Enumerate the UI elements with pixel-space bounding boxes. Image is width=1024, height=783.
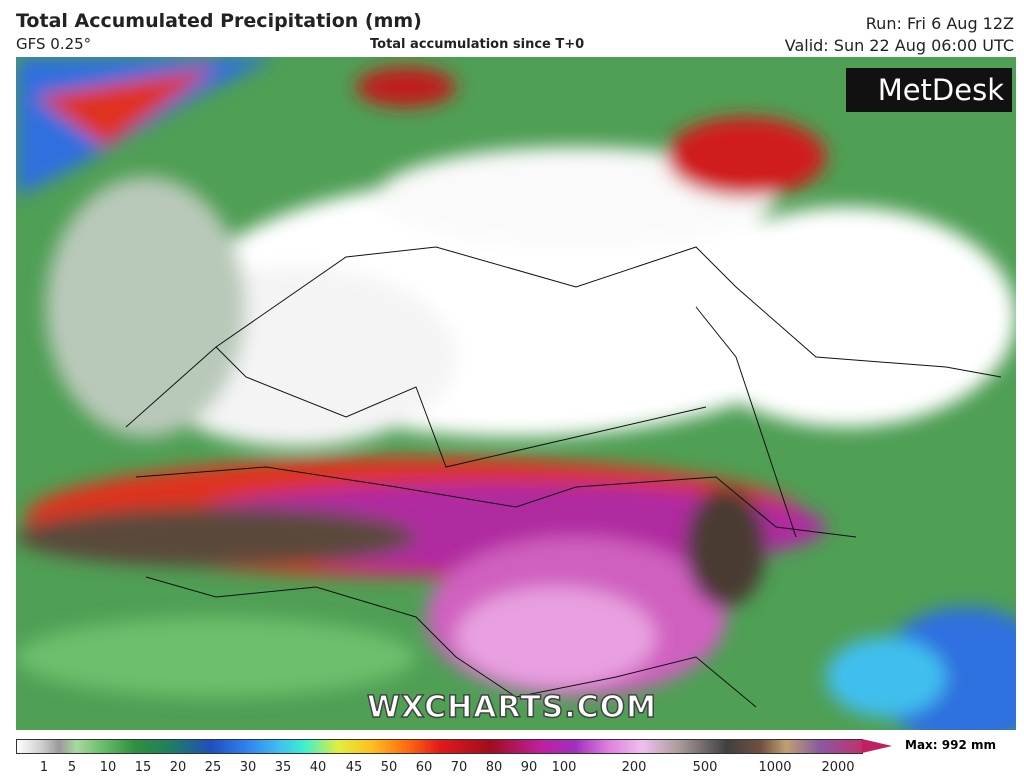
colorbar-tick: 5 <box>67 760 77 775</box>
colorbar-tick: 10 <box>99 760 117 775</box>
title: Total Accumulated Precipitation (mm) <box>16 10 422 32</box>
model: GFS 0.25° <box>16 35 92 53</box>
map <box>16 57 1016 730</box>
colorbar-tick: 45 <box>345 760 363 775</box>
max-label: Max: 992 mm <box>905 738 996 752</box>
colorbar-tick: 70 <box>450 760 468 775</box>
watermark: WXCHARTS.COM <box>366 689 658 726</box>
colorbar-tick: 60 <box>415 760 433 775</box>
colorbar-tick: 40 <box>309 760 327 775</box>
colorbar-arrow <box>862 739 892 753</box>
colorbar-tick: 50 <box>380 760 398 775</box>
colorbar-tick: 200 <box>621 760 647 775</box>
logo: MetDesk <box>846 68 1012 112</box>
subtitle: Total accumulation since T+0 <box>370 37 585 52</box>
colorbar-tick: 2000 <box>821 760 855 775</box>
colorbar-tick: 25 <box>204 760 222 775</box>
colorbar-tick: 100 <box>551 760 577 775</box>
colorbar-tick: 90 <box>520 760 538 775</box>
valid-time: Valid: Sun 22 Aug 06:00 UTC <box>784 36 1014 55</box>
colorbar-tick: 20 <box>169 760 187 775</box>
run-time: Run: Fri 6 Aug 12Z <box>865 14 1014 33</box>
colorbar-tick: 1 <box>39 760 49 775</box>
colorbar-tick: 1000 <box>758 760 792 775</box>
colorbar <box>16 739 863 754</box>
colorbar-tick: 30 <box>239 760 257 775</box>
colorbar-tick: 80 <box>485 760 503 775</box>
colorbar-tick: 15 <box>134 760 152 775</box>
colorbar-tick: 35 <box>274 760 292 775</box>
colorbar-tick: 500 <box>692 760 718 775</box>
